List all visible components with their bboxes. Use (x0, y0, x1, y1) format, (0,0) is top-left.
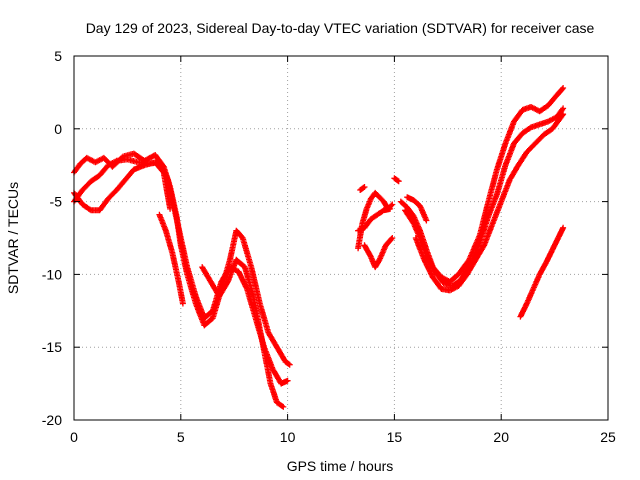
data-point-markers (361, 235, 396, 271)
chart-title: Day 129 of 2023, Sidereal Day-to-day VTE… (86, 20, 595, 36)
y-tick-label: 0 (54, 121, 62, 137)
data-point-markers (517, 224, 567, 320)
y-tick-label: -15 (42, 339, 62, 355)
data-point-markers (391, 175, 402, 185)
x-tick-label: 0 (70, 429, 78, 445)
series-track-5 (199, 256, 287, 410)
series-track-8 (361, 235, 396, 271)
series-track-14 (404, 194, 430, 224)
data-point-markers (199, 256, 287, 410)
plot-frame (73, 55, 609, 421)
y-tick-label: -20 (42, 412, 62, 428)
x-tick-label: 15 (387, 429, 403, 445)
tick-labels: 0 5 10 15 20 25 -20 -15 -10 -5 0 5 (42, 48, 616, 445)
x-tick-label: 5 (177, 429, 185, 445)
y-tick-label: -10 (42, 266, 62, 282)
data-point-markers (355, 205, 394, 234)
series-track-9 (357, 184, 368, 193)
y-tick-label: -5 (50, 194, 63, 210)
y-tick-label: 5 (54, 48, 62, 64)
grid-lines (74, 56, 608, 420)
series-track-7 (355, 205, 394, 234)
data-point-markers (404, 194, 430, 224)
x-tick-label: 10 (280, 429, 296, 445)
y-axis-title: SDTVAR / TECUs (5, 182, 21, 294)
data-point-markers (357, 184, 368, 193)
data-point-markers (412, 111, 567, 294)
x-tick-label: 20 (493, 429, 509, 445)
tick-marks (73, 55, 609, 421)
series-track-15 (517, 224, 567, 320)
data-point-markers (156, 211, 186, 307)
x-tick-label: 25 (600, 429, 616, 445)
series-track-4 (156, 211, 186, 307)
series-track-10 (391, 175, 402, 185)
x-axis-title: GPS time / hours (287, 458, 394, 474)
series-track-13 (412, 111, 567, 294)
